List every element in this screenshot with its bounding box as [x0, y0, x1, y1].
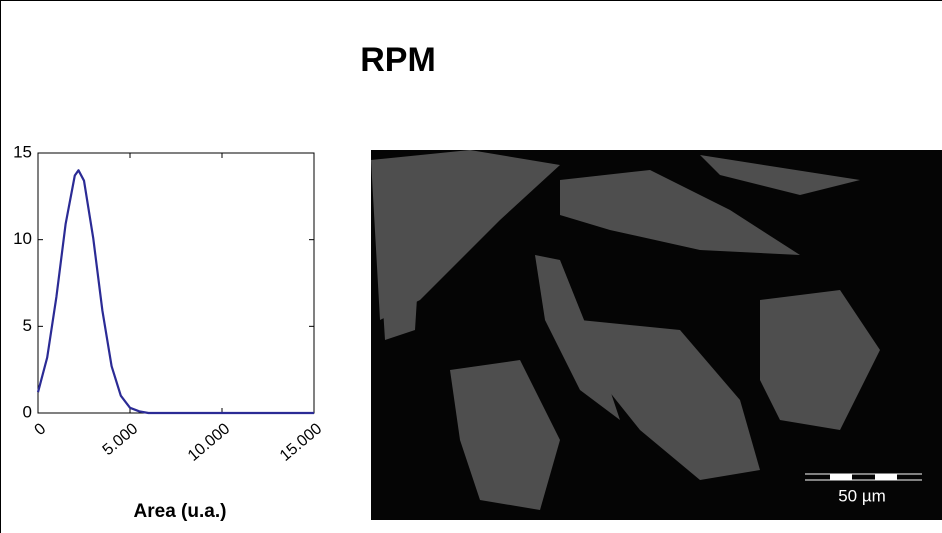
slide-title: RPM	[360, 41, 436, 79]
cells	[371, 150, 880, 510]
y-tick-label: 10	[13, 229, 32, 248]
scale-bar	[805, 473, 922, 481]
scale-bar-label: 50 µm	[838, 486, 886, 505]
y-tick-label: 5	[23, 316, 32, 335]
x-axis-label: Area (u.a.)	[134, 501, 227, 522]
y-tick-label: 0	[23, 402, 32, 421]
micrograph: 50 µm	[371, 150, 942, 520]
data-line	[36, 169, 314, 415]
y-tick-label: 15	[13, 142, 32, 161]
